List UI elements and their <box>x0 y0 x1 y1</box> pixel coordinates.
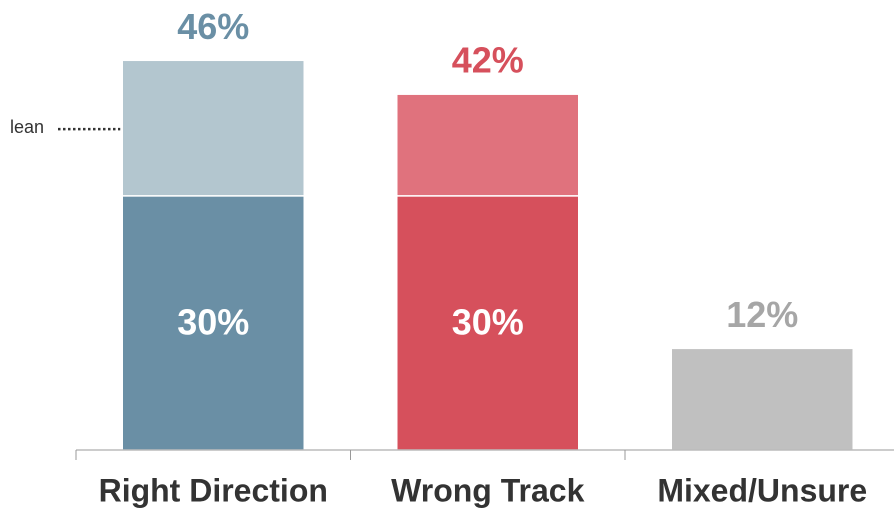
total-label: 12% <box>726 294 798 335</box>
x-tick-label: Wrong Track <box>391 472 584 508</box>
bar-segment <box>121 59 305 197</box>
annotation: lean <box>10 117 44 137</box>
bar-segment <box>670 347 854 451</box>
bar-segment <box>121 195 305 451</box>
bar-segment <box>396 195 580 451</box>
x-tick-label: Mixed/Unsure <box>657 472 867 508</box>
total-label: 42% <box>452 40 524 81</box>
data-label: 30% <box>177 301 249 342</box>
x-tick-label: Right Direction <box>99 472 328 508</box>
data-label: 30% <box>452 301 524 342</box>
total-label: 46% <box>177 6 249 47</box>
bar-segment <box>396 93 580 197</box>
